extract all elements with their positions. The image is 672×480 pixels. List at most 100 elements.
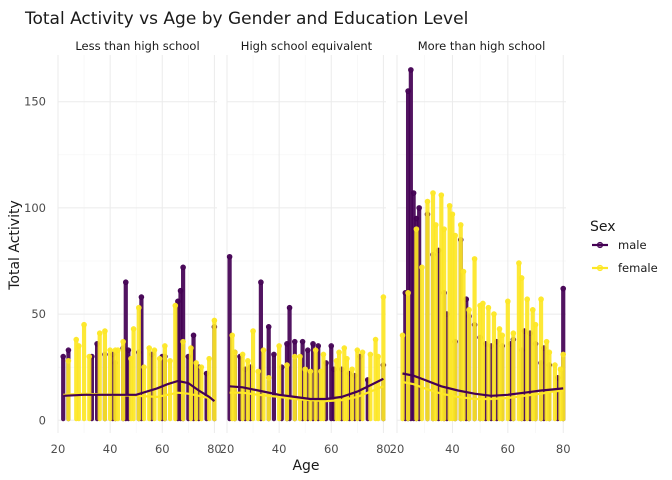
female-point (86, 353, 93, 360)
female-point (466, 307, 472, 313)
female-point (245, 357, 251, 364)
female-point (146, 345, 153, 351)
female-point (307, 368, 314, 375)
female-point (538, 296, 544, 303)
female-point (336, 349, 342, 356)
female-point (367, 351, 374, 358)
male-point (138, 294, 145, 300)
female-point (232, 349, 238, 356)
female-point (491, 311, 497, 317)
female-point (441, 226, 447, 232)
facet-strip-label: More than high school (418, 39, 546, 53)
female-point (485, 304, 492, 311)
female-point (291, 353, 298, 360)
male-point (305, 347, 311, 353)
female-point (250, 328, 256, 334)
female-point (260, 347, 267, 353)
legend: Sex male female (590, 219, 658, 275)
female-point (130, 326, 137, 332)
female-point (198, 364, 205, 370)
female-point (297, 353, 303, 360)
legend-label: female (618, 261, 658, 275)
male-point (265, 324, 272, 330)
female-point (471, 256, 478, 262)
facet-strip-label: High school equivalent (241, 39, 373, 53)
x-tick-label: 80 (556, 442, 571, 456)
facet-strip-label: Less than high school (75, 39, 199, 53)
male-point (299, 338, 306, 345)
x-tick-label: 60 (324, 442, 339, 456)
female-point (380, 294, 387, 300)
female-point (524, 296, 531, 303)
male-point (410, 190, 417, 196)
female-point (452, 232, 458, 239)
male-point (328, 343, 335, 349)
female-point (302, 366, 308, 373)
female-point (188, 345, 194, 351)
y-tick-label: 100 (24, 201, 46, 215)
female-point (516, 260, 522, 266)
male-point (310, 341, 316, 347)
female-point (312, 347, 319, 353)
male-point (190, 332, 197, 339)
female-point (375, 353, 381, 360)
male-trend-line (229, 377, 384, 401)
female-point (115, 347, 121, 353)
x-tick-label: 20 (220, 442, 235, 456)
female-point (162, 343, 168, 349)
female-point (265, 374, 272, 381)
facet-panel: High school equivalent 20 40 60 80 (220, 39, 391, 456)
female-point (424, 198, 431, 205)
female-point (102, 328, 108, 334)
female-point (193, 360, 199, 366)
female-point (354, 347, 361, 353)
female-point (518, 275, 525, 281)
x-axis-title: Age (292, 458, 319, 474)
female-point (120, 338, 126, 345)
female-point (349, 366, 355, 373)
female-point (359, 349, 366, 356)
facet-panel: Less than high school 20 40 60 80 (51, 39, 222, 456)
x-tick-label: 20 (390, 442, 405, 456)
male-trend-line (402, 372, 564, 397)
female-point (255, 368, 262, 375)
female-point (167, 357, 173, 364)
female-point (65, 357, 72, 364)
male-point (258, 279, 264, 286)
legend-title: Sex (590, 219, 616, 235)
y-axis-title: Total Activity (7, 200, 23, 291)
female-point (180, 338, 186, 345)
male-point (291, 338, 298, 345)
female-point (532, 321, 539, 328)
female-point (446, 202, 453, 209)
female-point (341, 345, 348, 351)
male-point (125, 347, 132, 353)
female-point (211, 317, 218, 324)
female-point (405, 290, 411, 296)
male-point (286, 304, 293, 311)
male-point (60, 353, 67, 360)
male-point (271, 351, 277, 358)
female-point (529, 307, 536, 313)
female-point (430, 190, 436, 196)
legend-key-point (596, 264, 604, 272)
female-trend-line (402, 380, 564, 401)
female-point (141, 364, 147, 370)
male-point (65, 347, 72, 353)
female-point (284, 362, 290, 368)
female-point (505, 298, 511, 305)
facet-panels: Less than high school 20 40 60 80 High school… (51, 39, 571, 456)
female-point (460, 268, 467, 275)
x-tick-label: 40 (272, 442, 287, 456)
female-point (432, 222, 439, 228)
female-point (156, 355, 163, 362)
chart-title: Total Activity vs Age by Gender and Educ… (24, 9, 468, 29)
female-point (96, 330, 103, 336)
female-point (457, 222, 464, 228)
female-point (449, 211, 456, 218)
female-point (560, 351, 567, 358)
female-point (399, 332, 406, 339)
x-tick-label: 60 (500, 442, 515, 456)
female-point (136, 304, 142, 311)
x-tick-label: 20 (51, 442, 66, 456)
